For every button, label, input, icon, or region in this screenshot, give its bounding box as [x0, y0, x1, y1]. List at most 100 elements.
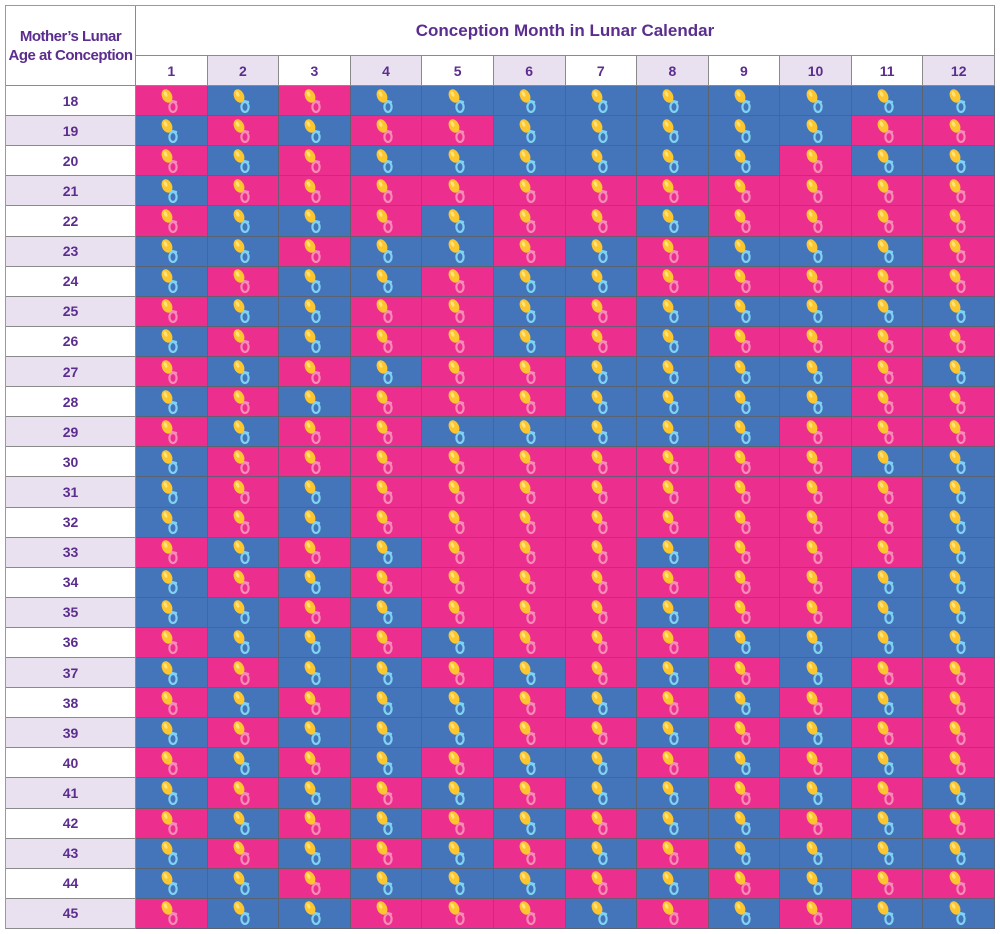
pacifier-icon: [875, 117, 894, 143]
pacifier-icon: [804, 358, 823, 384]
cell-boy: [422, 627, 494, 659]
cell-boy: [851, 688, 924, 719]
pacifier-icon: [947, 539, 966, 565]
pacifier-icon: [589, 599, 608, 625]
pacifier-icon: [374, 268, 393, 294]
pacifier-icon: [947, 478, 966, 505]
cell-girl: [350, 326, 423, 357]
pacifier-icon: [159, 599, 178, 625]
pacifier-icon: [875, 629, 894, 655]
pacifier-icon: [231, 388, 250, 414]
pacifier-icon: [231, 659, 250, 685]
pacifier-icon: [374, 117, 393, 143]
cell-boy: [493, 86, 566, 117]
age-row-header: 36: [6, 627, 136, 659]
cell-girl: [422, 537, 494, 568]
pacifier-icon: [159, 478, 178, 505]
cell-girl: [565, 326, 638, 357]
cell-boy: [136, 658, 208, 689]
cell-girl: [493, 477, 566, 508]
pacifier-icon: [875, 87, 894, 113]
pacifier-icon: [947, 810, 966, 836]
pacifier-icon: [875, 689, 894, 715]
pacifier-icon: [875, 659, 894, 685]
cell-girl: [136, 627, 208, 659]
cell-girl: [136, 898, 208, 929]
pacifier-icon: [159, 117, 178, 143]
pacifier-icon: [732, 328, 751, 354]
cell-girl: [422, 477, 494, 508]
pacifier-icon: [660, 268, 680, 294]
pacifier-icon: [947, 207, 966, 234]
cell-girl: [136, 417, 208, 448]
cell-girl: [493, 838, 566, 869]
pacifier-icon: [159, 147, 178, 173]
pacifier-icon: [446, 659, 465, 685]
cell-boy: [350, 146, 423, 177]
pacifier-icon: [517, 268, 536, 294]
pacifier-icon: [875, 177, 894, 203]
pacifier-icon: [231, 207, 250, 234]
cell-boy: [207, 417, 280, 448]
cell-boy: [637, 658, 709, 689]
cell-boy: [637, 146, 709, 177]
pacifier-icon: [875, 780, 894, 806]
pacifier-icon: [159, 870, 178, 896]
cell-boy: [207, 296, 280, 327]
cell-girl: [923, 417, 995, 448]
pacifier-icon: [732, 207, 751, 234]
cell-girl: [780, 146, 852, 177]
cell-girl: [565, 868, 638, 899]
cell-girl: [422, 808, 494, 839]
pacifier-icon: [159, 749, 178, 775]
pacifier-icon: [517, 569, 536, 595]
cell-girl: [422, 447, 494, 478]
cell-girl: [851, 507, 924, 538]
pacifier-icon: [660, 629, 680, 655]
pacifier-icon: [660, 177, 680, 203]
month-header: 10: [780, 56, 852, 86]
cell-girl: [350, 567, 423, 598]
pacifier-icon: [660, 749, 680, 775]
pacifier-icon: [947, 388, 966, 414]
cell-girl: [279, 688, 351, 719]
pacifier-icon: [302, 719, 322, 745]
pacifier-icon: [660, 87, 680, 113]
cell-girl: [350, 296, 423, 327]
age-row-header: 26: [6, 326, 136, 357]
cell-girl: [565, 627, 638, 659]
pacifier-icon: [804, 87, 823, 113]
cell-boy: [136, 387, 208, 418]
pacifier-icon: [231, 358, 250, 384]
cell-boy: [350, 537, 423, 568]
cell-girl: [708, 447, 781, 478]
pacifier-icon: [446, 810, 465, 836]
cell-boy: [207, 627, 280, 659]
pacifier-icon: [231, 298, 250, 324]
pacifier-icon: [231, 599, 250, 625]
pacifier-icon: [804, 298, 823, 324]
cell-girl: [350, 447, 423, 478]
cell-girl: [493, 567, 566, 598]
month-header: 2: [207, 56, 280, 86]
pacifier-icon: [732, 689, 751, 715]
cell-girl: [637, 627, 709, 659]
cell-boy: [279, 567, 351, 598]
pacifier-icon: [446, 177, 465, 203]
pacifier-icon: [804, 599, 823, 625]
age-row-header: 23: [6, 236, 136, 267]
cell-girl: [780, 688, 852, 719]
cell-girl: [708, 206, 781, 237]
pacifier-icon: [517, 599, 536, 625]
cell-boy: [136, 236, 208, 267]
cell-girl: [136, 206, 208, 237]
pacifier-icon: [660, 388, 680, 414]
pacifier-icon: [660, 358, 680, 384]
cell-boy: [923, 838, 995, 869]
cell-boy: [422, 688, 494, 719]
pacifier-icon: [875, 870, 894, 896]
pacifier-icon: [517, 629, 536, 655]
pacifier-icon: [589, 448, 608, 474]
pacifier-icon: [660, 117, 680, 143]
pacifier-icon: [374, 418, 393, 444]
